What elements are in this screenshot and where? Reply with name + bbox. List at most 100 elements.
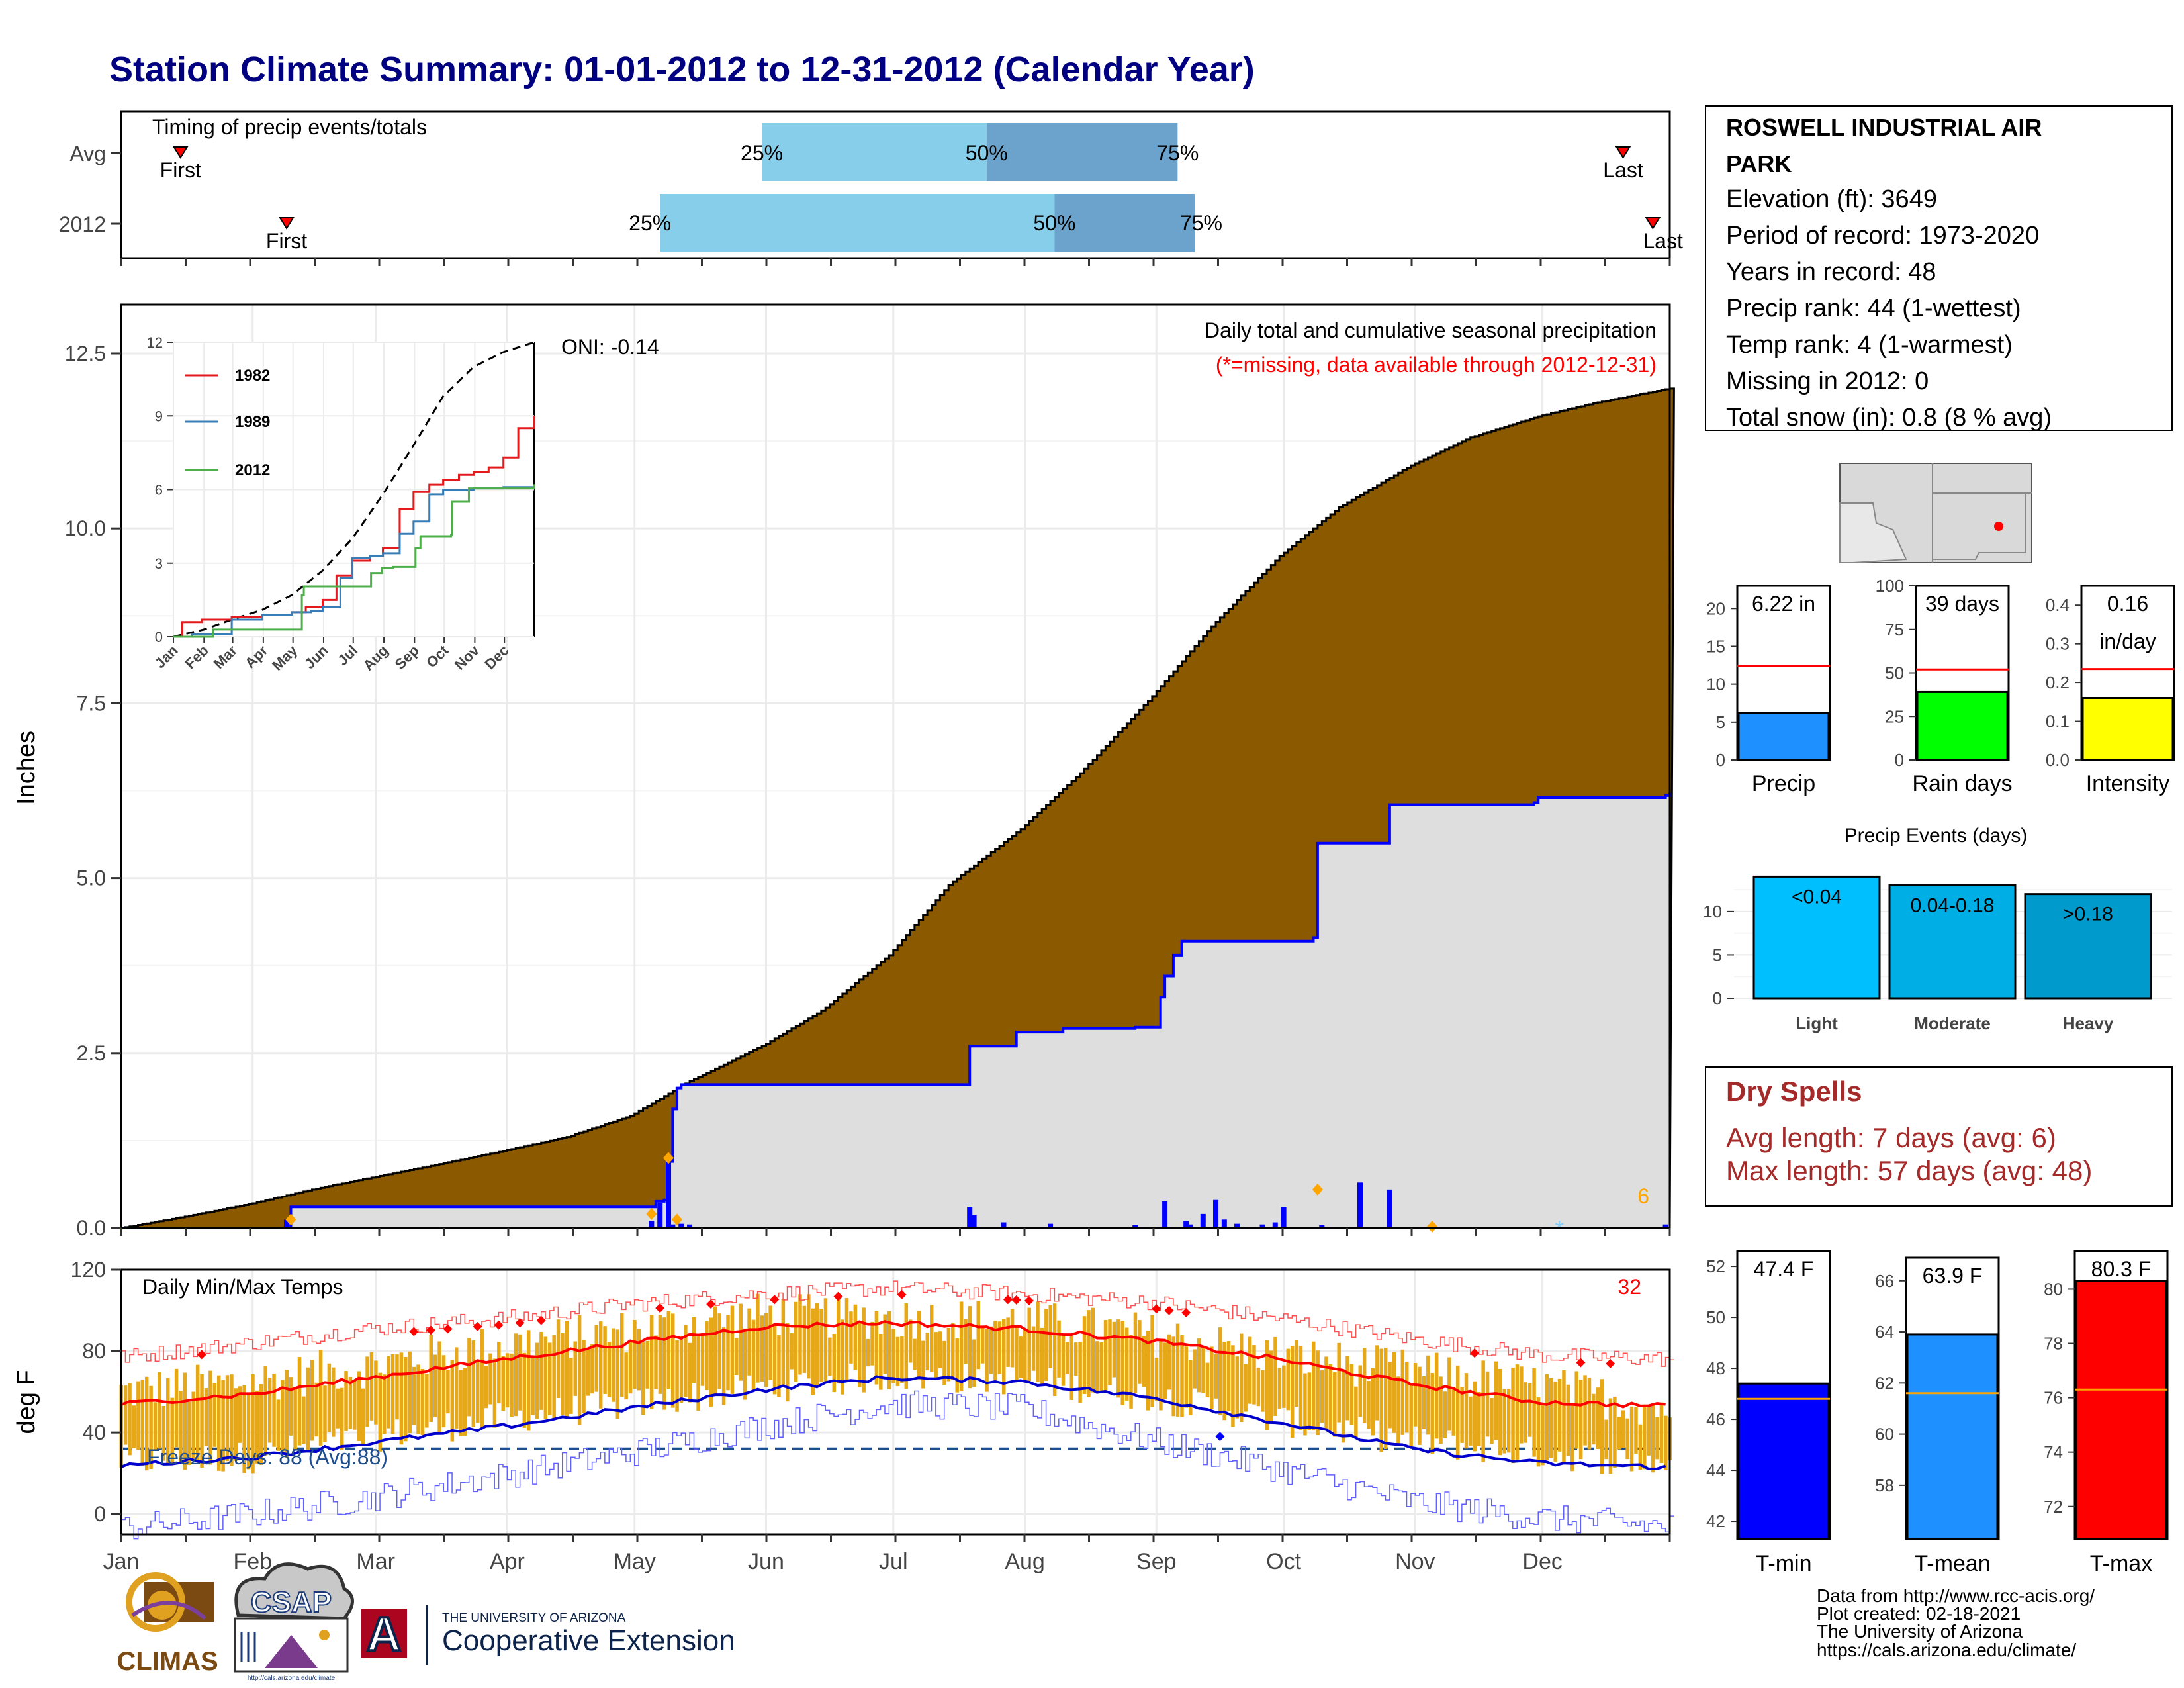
daily-temp-range-bar	[1604, 1419, 1608, 1460]
daily-temp-range-bar	[543, 1336, 548, 1419]
daily-temp-range-bar	[756, 1293, 760, 1383]
daily-temp-range-bar	[302, 1396, 306, 1444]
station-location-dot	[1994, 522, 2003, 531]
gauge-ytick-label: 75	[1885, 620, 1904, 639]
gauge-ytick-label: 25	[1885, 706, 1904, 726]
temp-record-count: 32	[1617, 1275, 1641, 1299]
temp-ylabel: deg F	[13, 1370, 40, 1434]
event-category-label: Heavy	[2063, 1013, 2114, 1033]
daily-temp-range-bar	[1485, 1371, 1490, 1437]
daily-temp-range-bar	[548, 1342, 552, 1415]
gauge-ytick-label: 0.1	[2046, 712, 2070, 731]
daily-temp-range-bar	[929, 1305, 934, 1372]
daily-temp-range-bar	[1120, 1321, 1124, 1405]
record-high-marker	[197, 1350, 206, 1360]
daily-temp-range-bar	[123, 1385, 128, 1445]
daily-temp-range-bar	[1138, 1320, 1142, 1384]
events-ytick-label: 0	[1713, 988, 1722, 1008]
record-high-marker	[897, 1289, 907, 1299]
daily-temp-range-bar	[1248, 1336, 1252, 1404]
daily-temp-range-bar	[1273, 1336, 1277, 1416]
daily-temp-range-bar	[798, 1294, 802, 1375]
timing-2012-last-label: Last	[1643, 229, 1683, 253]
daily-temp-range-bar	[429, 1335, 433, 1422]
daily-temp-range-bar	[1201, 1346, 1205, 1393]
daily-temp-range-bar	[1307, 1372, 1312, 1430]
daily-temp-range-bar	[772, 1324, 777, 1395]
timing-2012-p75-label: 75%	[1180, 211, 1222, 235]
daily-temp-range-bar	[1481, 1360, 1485, 1462]
gauge-ytick-label: 5	[1716, 712, 1725, 732]
event-range-label: <0.04	[1792, 886, 1842, 908]
daily-temp-range-bar	[488, 1353, 492, 1405]
page-title: Station Climate Summary: 01-01-2012 to 1…	[109, 50, 1255, 89]
daily-temp-range-bar	[1150, 1315, 1154, 1407]
inset-ytick-label: 9	[155, 408, 163, 424]
daily-temp-range-bar	[1409, 1384, 1413, 1446]
daily-temp-range-bar	[1443, 1391, 1447, 1438]
daily-temp-range-bar	[246, 1393, 251, 1470]
daily-temp-range-bar	[1048, 1305, 1052, 1368]
daily-temp-range-bar	[497, 1342, 501, 1404]
daily-temp-range-bar	[1066, 1342, 1069, 1375]
precip-ylabel: Inches	[13, 731, 40, 805]
daily-temp-range-bar	[378, 1372, 383, 1452]
daily-precip-bar	[1162, 1201, 1168, 1228]
daily-temp-range-bar	[1524, 1382, 1528, 1443]
temp-gauge-value-label: 63.9 F	[1923, 1264, 1983, 1288]
temp-gauge-value-label: 80.3 F	[2091, 1257, 2152, 1281]
temp-gauge-value-bar	[1906, 1333, 1999, 1540]
daily-temp-range-bar	[964, 1319, 968, 1364]
record-high-marker	[770, 1295, 780, 1305]
daily-temp-range-bar	[1154, 1357, 1159, 1401]
record-high-marker	[1011, 1295, 1021, 1305]
obs-cumulative-area	[121, 792, 1670, 1228]
precip-ytick-label: 10.0	[65, 516, 106, 540]
daily-temp-range-bar	[1040, 1327, 1044, 1385]
gauge-ytick-label: 100	[1876, 576, 1904, 596]
daily-temp-range-bar	[357, 1371, 361, 1442]
daily-temp-range-bar	[318, 1350, 323, 1446]
daily-temp-range-bar	[153, 1402, 158, 1451]
month-label: Dec	[1522, 1549, 1562, 1574]
daily-temp-range-bar	[183, 1372, 187, 1470]
daily-temp-range-bar	[1570, 1403, 1574, 1472]
daily-temp-range-bar	[1091, 1307, 1095, 1393]
inset-ytick-label: 12	[147, 334, 163, 351]
daily-temp-range-bar	[891, 1329, 895, 1383]
daily-temp-range-bar	[637, 1328, 641, 1391]
daily-temp-range-bar	[1316, 1350, 1320, 1436]
daily-temp-range-bar	[255, 1390, 259, 1464]
daily-temp-range-bar	[433, 1354, 437, 1417]
record-max-line	[121, 1280, 1674, 1367]
daily-temp-range-bar	[132, 1405, 136, 1448]
daily-temp-range-bar	[1252, 1345, 1256, 1405]
daily-temp-range-bar	[1052, 1303, 1057, 1396]
daily-temp-range-bar	[1664, 1415, 1668, 1470]
daily-precip-bar	[971, 1215, 977, 1228]
daily-temp-range-bar	[866, 1338, 870, 1367]
daily-temp-range-bar	[1469, 1396, 1473, 1446]
event-bar-heavy	[2024, 893, 2152, 1000]
gauge-label: Precip	[1752, 771, 1815, 796]
daily-temp-range-bar	[612, 1328, 615, 1402]
daily-temp-range-bar	[883, 1314, 887, 1374]
daily-temp-range-bar	[1596, 1387, 1600, 1450]
daily-temp-range-bar	[1574, 1371, 1578, 1449]
daily-temp-range-bar	[582, 1339, 586, 1413]
temp-panel: 0 40 80 120 Jan Feb Mar Apr May Jun Jul Aug Sep Oct No…	[13, 1258, 1674, 1574]
daily-temp-range-bar	[1396, 1376, 1400, 1446]
daily-temp-range-bar	[654, 1335, 658, 1389]
gauge-ytick-label: 0.2	[2046, 673, 2070, 692]
daily-temp-range-bar	[128, 1383, 132, 1456]
inset-ytick-label: 3	[155, 555, 163, 572]
daily-temp-range-bar	[887, 1311, 891, 1389]
gauge-ytick-label: 0.0	[2046, 750, 2070, 770]
daily-temp-range-bar	[815, 1303, 819, 1387]
daily-precip-bar	[687, 1224, 693, 1228]
temp-gauge-ytick-label: 48	[1706, 1358, 1725, 1378]
daily-precip-bar	[1213, 1199, 1219, 1228]
event-category-label: Light	[1796, 1013, 1838, 1033]
daily-temp-range-bar	[1354, 1386, 1358, 1439]
station-name-line1: ROSWELL INDUSTRIAL AIR	[1726, 114, 2042, 141]
